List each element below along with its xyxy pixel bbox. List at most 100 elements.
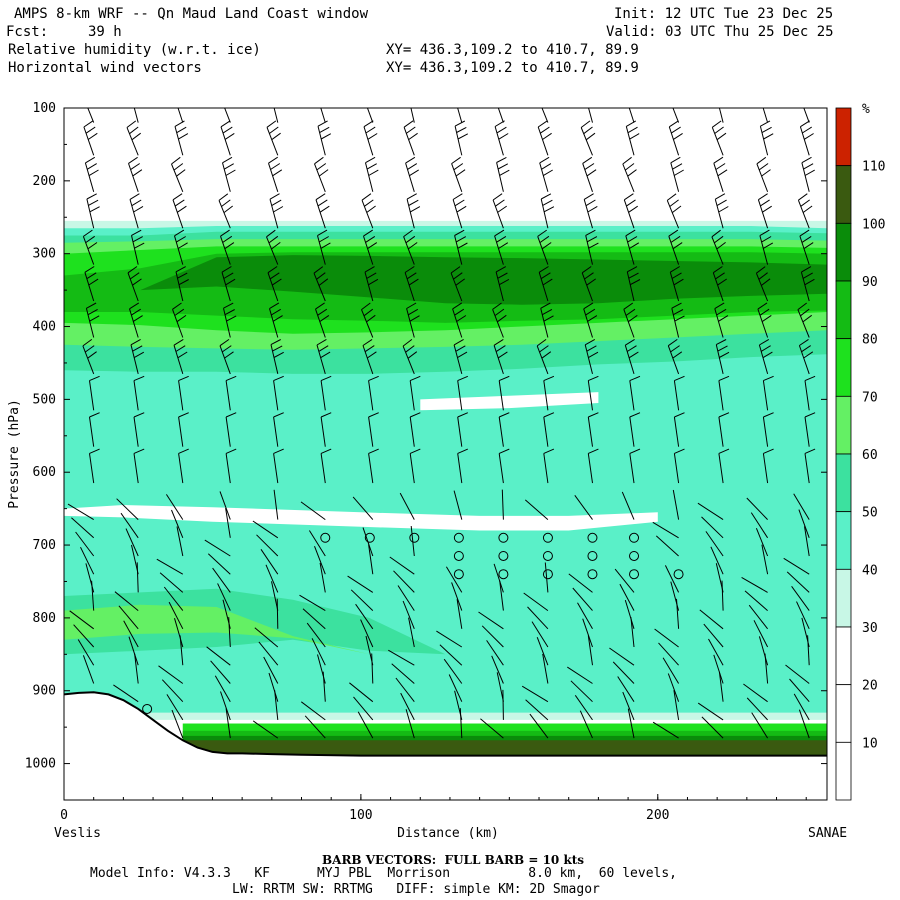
barb-flag [274,101,284,106]
barb-flag [804,133,814,140]
barb-shaft [457,416,463,447]
barb-shaft [175,271,184,302]
barb-shaft [368,416,374,447]
wind-barb [751,712,769,739]
barb-shaft [399,492,415,520]
barb-flag [225,375,237,382]
wind-barb [263,656,279,684]
barb-flag [668,229,679,237]
barb-shaft [587,416,593,447]
wind-barb [254,627,279,648]
barb-flag [85,345,95,353]
wind-barb [761,544,769,575]
wind-barb [221,266,236,302]
barb-shaft [581,272,593,302]
barb-flag [268,235,279,244]
barb-flag [132,236,143,243]
barb-shaft [365,162,374,192]
barb-flag [172,193,183,201]
wind-barb [224,108,231,123]
barb-shaft [757,199,769,229]
barb-shaft [666,200,680,229]
barb-shaft [406,198,415,229]
wind-barb [798,509,810,538]
barb-shaft [314,163,326,192]
barb-flag [539,235,550,244]
barb-flag [498,133,509,140]
wind-barb [585,229,599,265]
barb-flag [363,229,373,237]
barb-flag [672,351,683,359]
wind-barb [265,564,279,593]
field-humidity-label: Relative humidity (w.r.t. ice) [8,42,261,58]
barb-flag [450,266,461,274]
barb-shaft [762,380,769,411]
barb-shaft [263,656,279,684]
calm-circle-14 [587,569,598,580]
barb-shaft [673,380,680,411]
barb-flag [133,412,145,418]
barb-flag [759,88,768,94]
barb-flag [625,88,634,94]
y-tick-label: 800 [33,611,56,626]
barb-flag [405,345,415,353]
barb-shaft [409,416,415,447]
barb-flag [670,345,680,353]
barb-flag [756,266,766,274]
barb-shaft [445,566,463,593]
wind-barb [494,120,509,156]
barb-shaft [572,587,593,611]
barb-shaft [623,199,635,229]
barb-flag [588,375,599,382]
barb-shaft [270,344,279,375]
barb-shaft [457,380,463,411]
barb-shaft [129,199,139,229]
wind-barb [791,586,810,611]
wind-barb [368,544,374,575]
wind-barb [368,448,379,484]
x-end-label-right: SANAE [808,826,847,841]
barb-flag [629,448,641,454]
barb-shaft [409,380,415,411]
barb-flag [718,448,730,454]
barb-shaft [521,685,549,703]
wind-barb [399,492,415,520]
barb-shaft [207,553,231,575]
wind-barb [174,120,189,156]
terrain-profile [64,691,827,800]
barb-flag [221,266,232,273]
barb-flag [585,229,596,236]
barb-flag [404,266,415,273]
barb-shaft [267,272,279,302]
barb-flag [128,156,138,164]
barb-flag [716,339,727,346]
barb-flag [712,120,722,128]
barb-flag [802,272,813,279]
barb-flag [318,278,329,286]
barb-flag [494,88,503,94]
barb-flag [713,266,723,274]
wind-barb [134,653,139,684]
forecast-label: Fcst: [6,24,49,40]
barb-shaft [672,108,680,123]
barb-shaft [701,716,724,739]
barb-flag [799,229,810,237]
barb-shaft [699,609,724,630]
barb-shaft [363,126,374,156]
wind-barb [168,601,184,630]
barb-shaft [711,236,724,265]
barb-flag [87,351,97,359]
barb-flag [85,94,94,101]
barb-shaft [443,658,463,684]
rh-band-7 [64,370,827,502]
wind-barb [450,266,465,302]
barb-flag [540,126,550,134]
wind-barb [480,718,504,739]
barb-flag [542,278,553,286]
barb-flag [86,193,97,200]
barb-shaft [349,682,374,703]
barb-flag [760,278,771,286]
barb-flag [588,242,599,249]
barb-flag [365,156,376,164]
wind-barb [525,699,549,721]
